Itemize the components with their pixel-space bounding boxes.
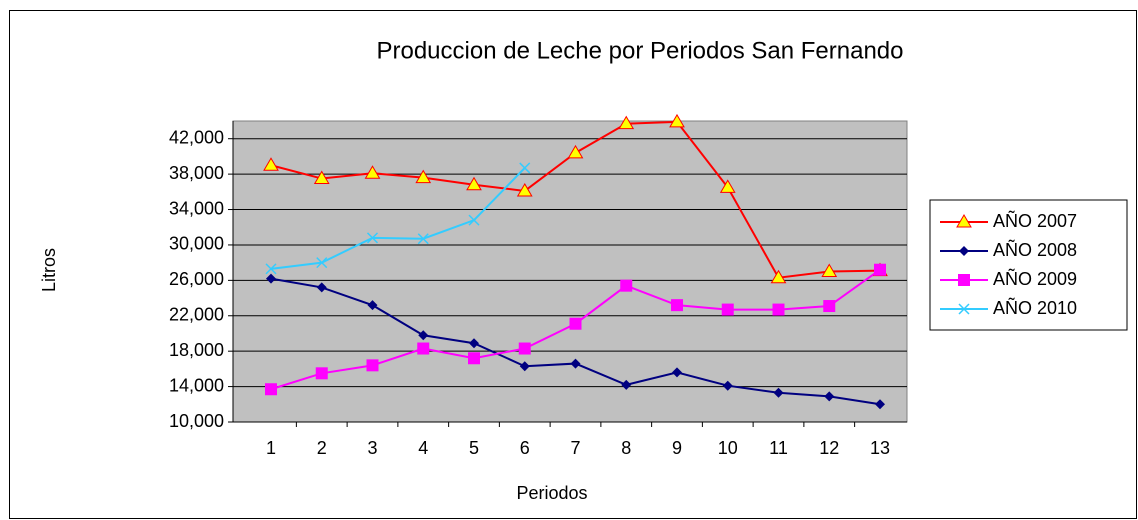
marker [773, 387, 784, 398]
x-tick-label: 11 [769, 438, 788, 458]
marker [669, 113, 685, 128]
marker [466, 176, 482, 191]
marker [418, 330, 429, 341]
y-tick-label: 10,000 [169, 411, 224, 431]
marker [569, 317, 582, 330]
marker [519, 162, 531, 174]
marker [959, 246, 969, 256]
marker [366, 232, 379, 244]
y-tick-label: 26,000 [169, 269, 224, 289]
marker [621, 379, 632, 390]
legend-label: AÑO 2008 [993, 239, 1077, 260]
y-tick-label: 30,000 [169, 234, 224, 254]
marker [316, 282, 327, 293]
x-tick-label: 5 [469, 438, 479, 458]
chart-title: Produccion de Leche por Periodos San Fer… [376, 37, 903, 64]
marker [313, 170, 330, 185]
y-tick-label: 18,000 [169, 340, 224, 360]
marker [265, 383, 277, 396]
marker [468, 214, 480, 226]
y-axis-label: Litros [39, 248, 59, 292]
marker [567, 144, 584, 159]
marker [266, 273, 276, 284]
marker [719, 179, 736, 193]
x-tick-label: 2 [317, 438, 327, 458]
marker [315, 367, 328, 380]
marker [874, 263, 886, 276]
marker [263, 157, 279, 171]
series-line [270, 167, 526, 270]
marker [821, 263, 838, 277]
plot-area [232, 120, 908, 423]
y-tick-label: 22,000 [169, 305, 224, 325]
x-tick-label: 6 [520, 438, 530, 458]
marker [958, 303, 970, 315]
x-tick-label: 8 [621, 438, 631, 458]
marker [364, 165, 381, 179]
x-tick-label: 13 [870, 438, 890, 458]
marker [671, 299, 683, 312]
marker [620, 279, 633, 292]
marker [721, 303, 734, 316]
marker [672, 367, 682, 378]
legend-label: AÑO 2010 [993, 297, 1077, 318]
x-axis-label: Periodos [516, 483, 587, 503]
marker [570, 358, 581, 369]
marker [722, 380, 733, 391]
marker [469, 338, 479, 349]
marker [415, 169, 432, 184]
marker [519, 361, 530, 372]
y-tick-label: 38,000 [169, 163, 224, 183]
x-tick-label: 1 [266, 438, 276, 458]
y-tick-label: 34,000 [169, 198, 224, 218]
marker [772, 303, 785, 316]
marker [824, 391, 835, 402]
marker [875, 399, 885, 410]
x-tick-label: 3 [367, 438, 377, 458]
marker [468, 352, 480, 365]
marker [366, 359, 379, 372]
marker [417, 342, 430, 355]
marker [958, 274, 970, 286]
marker [367, 300, 378, 311]
y-tick-label: 42,000 [169, 127, 224, 147]
x-tick-label: 7 [570, 438, 580, 458]
legend-label: AÑO 2007 [993, 210, 1077, 231]
marker [770, 269, 787, 284]
x-tick-label: 10 [718, 438, 738, 458]
marker [417, 233, 429, 245]
marker [618, 115, 635, 130]
y-tick-label: 14,000 [169, 375, 224, 395]
x-tick-label: 12 [819, 438, 839, 458]
marker [265, 263, 277, 275]
marker [956, 214, 972, 228]
marker [518, 342, 531, 355]
x-tick-label: 4 [418, 438, 428, 458]
marker [316, 257, 328, 269]
legend-label: AÑO 2009 [993, 268, 1077, 289]
marker [516, 182, 533, 197]
marker [823, 300, 836, 313]
x-tick-label: 9 [672, 438, 682, 458]
